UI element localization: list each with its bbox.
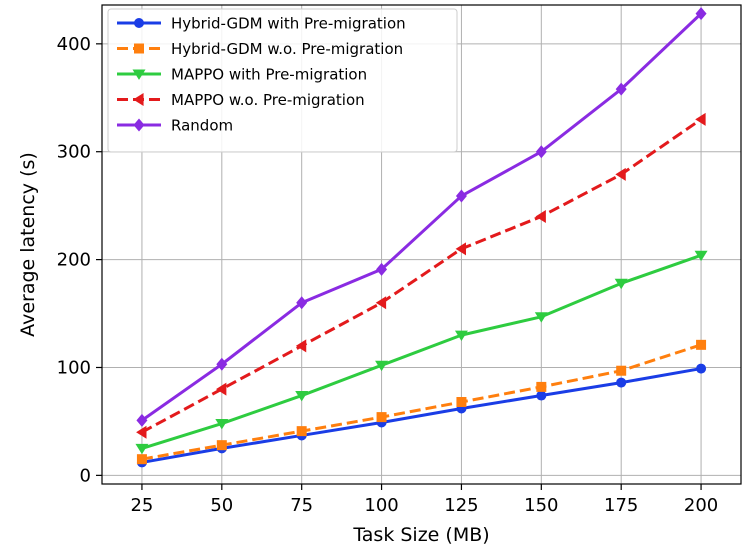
data-point <box>295 390 309 402</box>
data-point <box>215 382 227 396</box>
y-tick-label: 0 <box>80 465 91 486</box>
y-tick-label: 200 <box>57 250 91 271</box>
axis-ticks: 25 50 75 100 125 150 175 200 0 100 200 300 400 <box>57 34 719 516</box>
data-point <box>375 360 389 372</box>
data-point <box>296 426 307 437</box>
data-point <box>375 296 387 310</box>
series-line <box>141 118 702 434</box>
y-tick-label: 100 <box>57 357 91 378</box>
series-2 <box>135 250 708 455</box>
legend-label: Hybrid-GDM w.o. Pre-migration <box>171 40 403 58</box>
data-point <box>535 209 546 223</box>
data-point <box>454 330 468 341</box>
data-point <box>534 312 548 323</box>
series-layer <box>135 7 708 468</box>
data-point <box>455 242 466 256</box>
legend-label: Random <box>171 117 233 135</box>
data-point <box>616 377 627 388</box>
data-point <box>535 145 547 159</box>
data-point <box>456 397 467 408</box>
series-line <box>141 367 702 464</box>
x-tick-label: 125 <box>444 495 478 516</box>
data-point <box>696 363 707 374</box>
data-point <box>136 454 147 465</box>
data-point <box>216 357 228 371</box>
data-point <box>695 112 706 126</box>
data-point <box>696 339 707 350</box>
plot-frame <box>101 4 742 485</box>
data-point <box>216 440 227 451</box>
legend-marker <box>132 69 146 80</box>
data-point <box>376 412 387 423</box>
y-tick-label: 400 <box>57 34 91 55</box>
data-point <box>695 7 707 21</box>
data-point <box>615 167 626 181</box>
series-line <box>141 12 703 422</box>
x-tick-label: 50 <box>210 495 233 516</box>
x-tick-label: 200 <box>684 495 718 516</box>
x-tick-label: 100 <box>364 495 398 516</box>
series-4 <box>136 7 707 427</box>
y-axis-label: Average latency (s) <box>17 152 39 337</box>
data-point <box>136 413 148 427</box>
series-3 <box>136 112 706 439</box>
legend-marker <box>133 118 145 132</box>
data-point <box>455 189 467 203</box>
series-line <box>141 343 702 461</box>
legend-box <box>107 8 458 153</box>
data-point <box>694 250 708 262</box>
x-tick-label: 25 <box>130 495 153 516</box>
legend-marker <box>134 43 144 54</box>
data-point <box>135 443 149 455</box>
x-axis-label: Task Size (MB) <box>352 524 489 546</box>
data-point <box>615 82 627 96</box>
data-point <box>136 425 147 439</box>
series-line <box>141 253 702 450</box>
data-point <box>616 365 627 376</box>
data-point <box>536 381 547 392</box>
legend-label: MAPPO w.o. Pre-migration <box>171 91 365 109</box>
data-point <box>296 296 308 310</box>
y-tick-label: 300 <box>57 142 91 163</box>
x-tick-label: 150 <box>524 495 558 516</box>
data-point <box>376 262 388 276</box>
legend-marker <box>134 18 144 28</box>
data-point <box>215 419 229 430</box>
data-point <box>614 278 628 290</box>
x-tick-label: 175 <box>604 495 638 516</box>
data-point <box>295 339 307 353</box>
legend-marker <box>133 93 144 106</box>
x-tick-label: 75 <box>290 495 313 516</box>
legend: Hybrid-GDM with Pre-migration Hybrid-GDM … <box>107 8 458 153</box>
legend-label: MAPPO with Pre-migration <box>171 66 367 84</box>
series-1 <box>136 339 707 465</box>
data-point <box>536 390 547 401</box>
legend-label: Hybrid-GDM with Pre-migration <box>171 15 406 33</box>
